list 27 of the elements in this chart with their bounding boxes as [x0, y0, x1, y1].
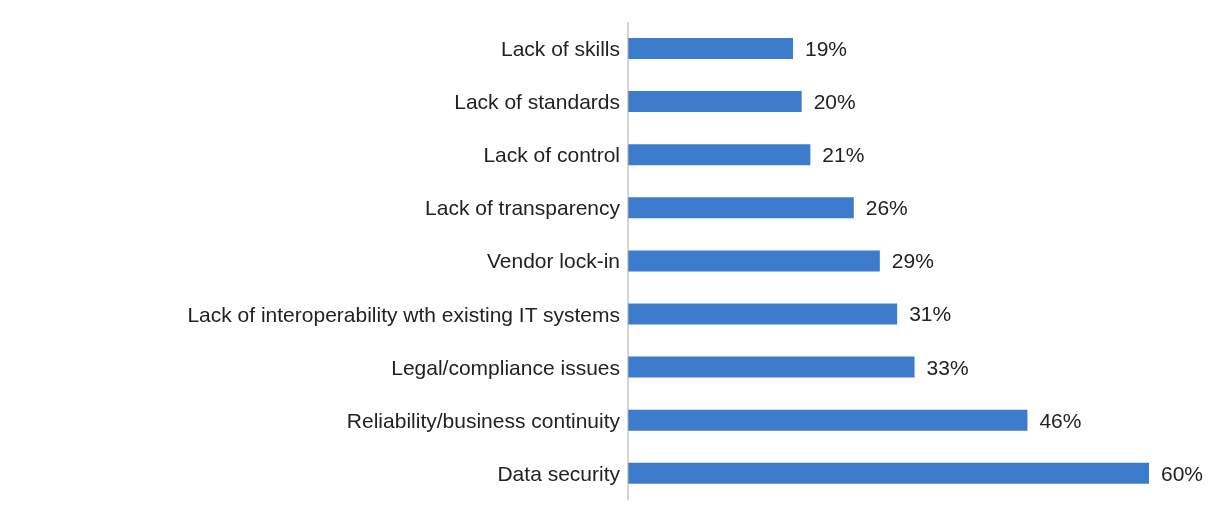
y-tick-label: Data security: [497, 461, 621, 485]
bar: [628, 37, 793, 59]
y-tick-label: Lack of interoperability wth existing IT systems: [187, 302, 620, 326]
data-label: 20%: [813, 90, 856, 113]
bar: [628, 409, 1028, 431]
bar: [628, 144, 811, 166]
data-label: 29%: [891, 249, 934, 273]
y-tick-label: Lack of skills: [500, 37, 620, 61]
bar: [628, 197, 854, 219]
data-label: 31%: [909, 302, 952, 326]
bar: [628, 250, 880, 272]
bar: [628, 91, 802, 113]
y-tick-label: Vendor lock-in: [486, 249, 620, 273]
y-tick-label: Lack of control: [483, 143, 620, 167]
data-label: 19%: [804, 36, 848, 60]
data-label: 26%: [865, 196, 908, 220]
data-label: 33%: [926, 355, 969, 379]
data-label: 60%: [1161, 461, 1204, 485]
y-tick-label: Lack of transparency: [425, 196, 621, 220]
y-tick-label: Reliability/business continuity: [346, 408, 621, 432]
data-label: 46%: [1039, 408, 1082, 432]
bar: [628, 462, 1149, 484]
data-label: 21%: [822, 143, 865, 167]
y-tick-label: Legal/compliance issues: [391, 355, 620, 379]
bar: [628, 356, 915, 378]
bar: [628, 303, 898, 325]
y-tick-label: Lack of standards: [454, 90, 620, 114]
